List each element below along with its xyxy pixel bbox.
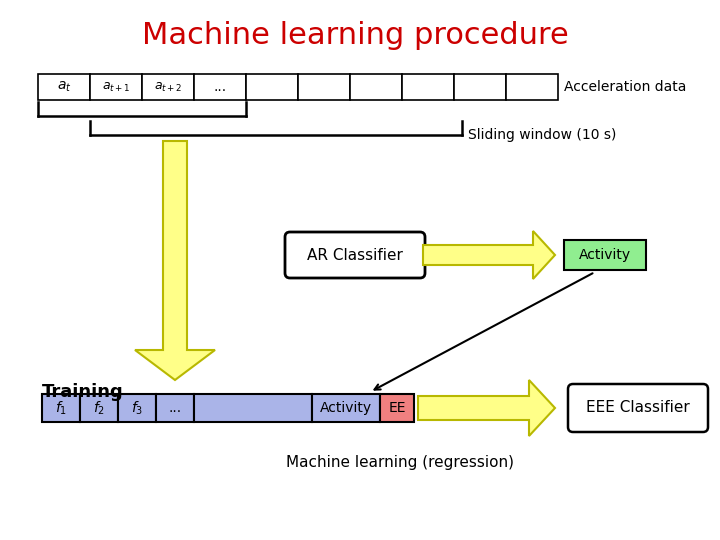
Bar — [402, 74, 454, 100]
Text: ...: ... — [168, 401, 181, 415]
Bar — [380, 394, 414, 422]
Bar — [194, 394, 312, 422]
Bar — [42, 394, 80, 422]
Polygon shape — [418, 380, 555, 436]
Text: Training: Training — [42, 383, 124, 401]
FancyBboxPatch shape — [285, 232, 425, 278]
Text: ...: ... — [213, 80, 227, 94]
Text: Sliding window (10 s): Sliding window (10 s) — [468, 128, 616, 142]
Text: Acceleration data: Acceleration data — [564, 80, 686, 94]
Bar — [118, 394, 156, 422]
Text: Activity: Activity — [579, 248, 631, 262]
FancyBboxPatch shape — [568, 384, 708, 432]
Bar — [298, 74, 350, 100]
Text: Machine learning (regression): Machine learning (regression) — [286, 455, 514, 469]
Text: EE: EE — [388, 401, 406, 415]
Text: Activity: Activity — [320, 401, 372, 415]
Bar — [564, 240, 646, 270]
Bar — [90, 74, 142, 100]
Bar — [506, 74, 558, 100]
Bar — [454, 74, 506, 100]
Bar — [194, 74, 246, 100]
Bar — [142, 74, 194, 100]
Bar — [156, 394, 194, 422]
Text: $f_1$: $f_1$ — [55, 399, 67, 417]
Bar — [312, 394, 380, 422]
Text: $f_3$: $f_3$ — [131, 399, 143, 417]
Text: $a_t$: $a_t$ — [57, 80, 71, 94]
Polygon shape — [135, 141, 215, 380]
Polygon shape — [423, 231, 555, 279]
Text: $a_{t+1}$: $a_{t+1}$ — [102, 80, 130, 93]
Text: AR Classifier: AR Classifier — [307, 247, 403, 262]
Bar — [38, 74, 90, 100]
Text: $f_2$: $f_2$ — [93, 399, 105, 417]
Text: EEE Classifier: EEE Classifier — [586, 401, 690, 415]
Bar — [350, 74, 402, 100]
Bar — [246, 74, 298, 100]
Text: Machine learning procedure: Machine learning procedure — [142, 21, 568, 50]
Bar — [80, 394, 118, 422]
Text: $a_{t+2}$: $a_{t+2}$ — [154, 80, 182, 93]
